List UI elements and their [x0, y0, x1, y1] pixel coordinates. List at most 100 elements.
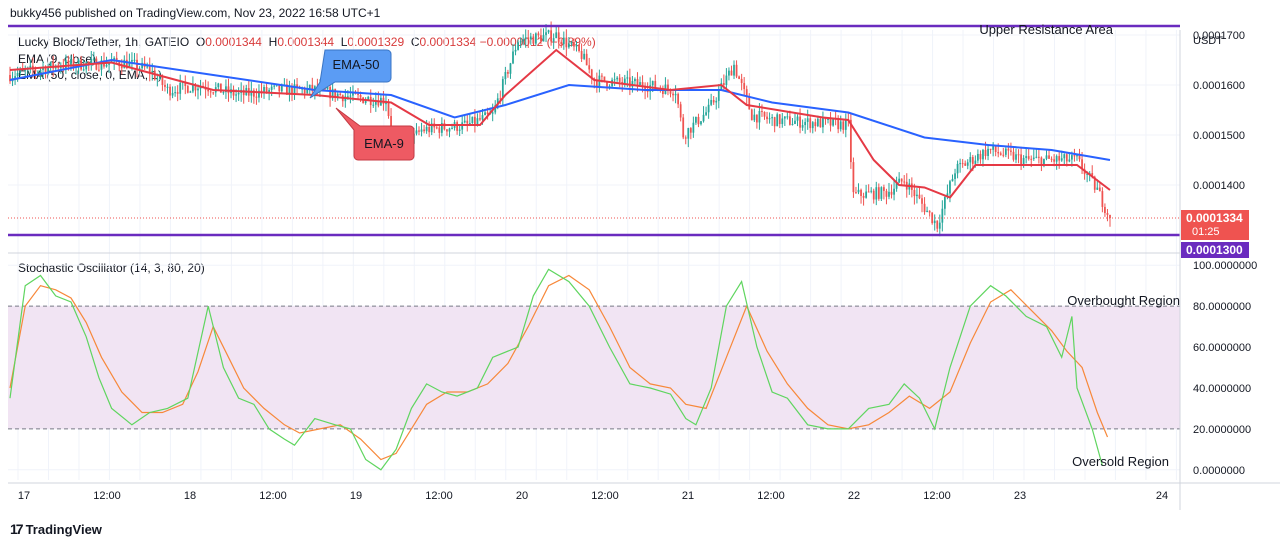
candle-body: [207, 89, 210, 92]
candle-body: [265, 86, 268, 93]
candle-body: [982, 149, 984, 160]
candle-body: [1091, 173, 1094, 177]
candle-body: [374, 100, 377, 105]
candle-body: [352, 91, 354, 96]
candle-body: [984, 149, 987, 156]
candle-body: [146, 66, 149, 68]
candle-body: [141, 62, 143, 69]
candle-body: [550, 30, 552, 42]
candle-body: [862, 196, 865, 198]
time-tick-label: 17: [18, 490, 30, 502]
candle-body: [552, 38, 555, 42]
candle-body: [877, 187, 880, 199]
candle-body: [1101, 191, 1104, 207]
time-tick-label: 23: [1014, 490, 1026, 502]
candle-body: [176, 92, 179, 94]
candle-body: [969, 157, 972, 163]
candle-body: [766, 116, 768, 120]
candle-body: [44, 67, 47, 74]
candle-body: [921, 198, 923, 204]
candle-body: [979, 153, 982, 160]
candle-body: [514, 49, 517, 52]
candle-body: [733, 64, 735, 76]
stoch-k-line: [9, 268, 1103, 471]
time-tick-label: 12:00: [425, 490, 453, 502]
candle-body: [562, 37, 565, 45]
candle-body: [547, 30, 550, 33]
time-tick-label: 12:00: [591, 490, 619, 502]
candle-body: [636, 79, 639, 85]
candle-body: [771, 117, 774, 119]
candle-body: [458, 129, 461, 131]
candle-body: [1040, 157, 1043, 167]
stoch-legend[interactable]: Stochastic Oscillator (14, 3, 80, 20): [18, 261, 205, 275]
candle-body: [725, 75, 728, 85]
time-tick-label: 19: [350, 490, 362, 502]
candle-body: [893, 188, 895, 195]
candle-body: [171, 92, 174, 96]
time-tick-label: 21: [682, 490, 694, 502]
candle-body: [209, 91, 212, 93]
stoch-tick-label: 0.0000000: [1193, 465, 1245, 477]
candle-body: [890, 191, 893, 195]
candle-body: [217, 83, 220, 88]
candle-body: [700, 121, 702, 125]
candle-body: [616, 77, 619, 80]
candle-body: [999, 153, 1002, 155]
candle-body: [949, 181, 951, 194]
candle-body: [687, 128, 690, 139]
candle-body: [270, 86, 273, 90]
candle-body: [992, 146, 995, 150]
ema9-callout-label: EMA-9: [364, 136, 404, 151]
candle-body: [783, 116, 786, 119]
stoch-d-line: [9, 274, 1109, 461]
candle-body: [730, 70, 733, 76]
candle-body: [875, 187, 878, 200]
candle-body: [956, 163, 959, 174]
candle-body: [954, 173, 956, 179]
candle-body: [573, 42, 575, 47]
tradingview-brand[interactable]: 17 TradingView: [10, 521, 102, 537]
symbol-name: Lucky Block/Tether, 1h, GATEIO: [18, 35, 190, 49]
ema9-legend[interactable]: EMA (9, close): [18, 52, 97, 66]
candle-body: [184, 81, 187, 87]
candle-body: [496, 98, 499, 106]
price-axis-ticks: 0.0001700 0.0001600 0.0001500 0.0001400: [1193, 30, 1245, 192]
candle-body: [753, 114, 756, 121]
candle-body: [1002, 154, 1005, 156]
candle-body: [34, 69, 37, 72]
candle-body: [438, 127, 441, 133]
candle-body: [227, 86, 230, 94]
candle-body: [534, 33, 537, 44]
candle-body: [603, 76, 606, 82]
candle-body: [763, 111, 766, 117]
ema50-callout-label: EMA-50: [333, 57, 380, 72]
candle-body: [329, 86, 331, 99]
candle-body: [1012, 151, 1015, 160]
candle-body: [237, 92, 240, 95]
candle-body: [98, 69, 100, 71]
time-tick-label: 12:00: [923, 490, 951, 502]
candle-body: [1055, 156, 1058, 162]
candle-body: [174, 92, 177, 94]
candle-body: [895, 182, 898, 189]
upper-resistance-label: Upper Resistance Area: [979, 22, 1113, 37]
candle-body: [872, 190, 875, 200]
support-price-badge: 0.0001300: [1181, 242, 1249, 258]
candle-body: [186, 86, 189, 93]
candle-body: [720, 83, 723, 91]
candle-body: [474, 116, 476, 125]
candle-body: [24, 69, 27, 71]
candle-body: [883, 187, 885, 191]
tradingview-logo-icon: 17: [10, 521, 24, 537]
time-tick-label: 12:00: [757, 490, 785, 502]
candle-body: [722, 83, 725, 85]
stoch-tick-label: 40.0000000: [1193, 383, 1251, 395]
candle-body: [390, 116, 392, 131]
candle-body: [580, 50, 583, 59]
candle-body: [1007, 148, 1010, 151]
candle-body: [933, 220, 936, 224]
candle-body: [987, 148, 989, 156]
svg-text:01:25: 01:25: [1192, 226, 1220, 238]
